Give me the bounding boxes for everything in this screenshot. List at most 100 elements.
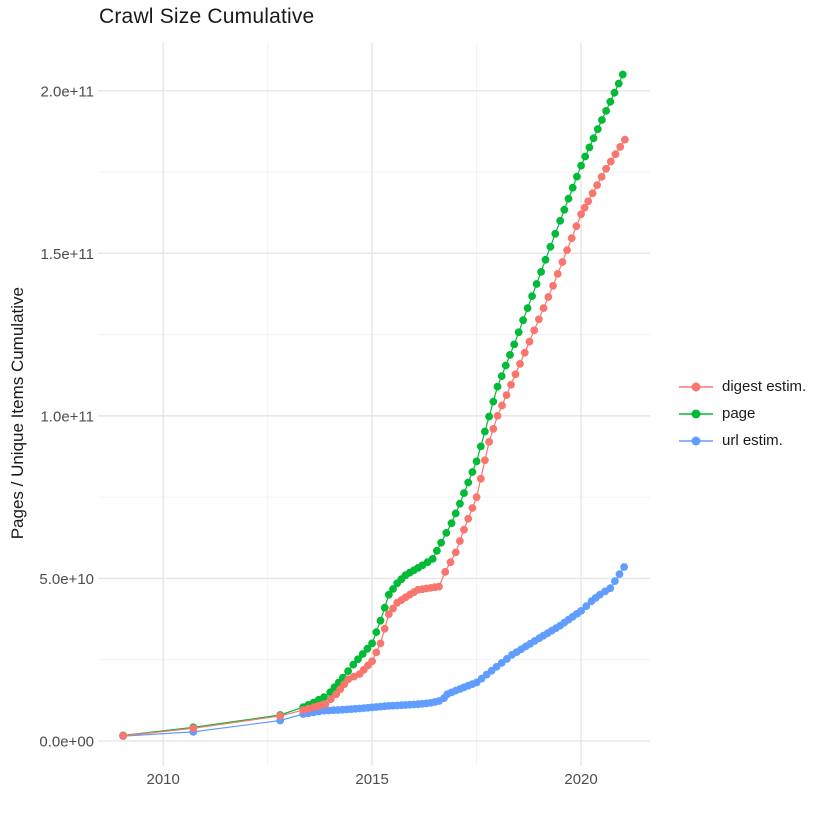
data-point-page xyxy=(358,650,367,658)
data-point-digest-estim xyxy=(326,695,335,704)
data-point-page xyxy=(541,255,550,264)
data-point-page xyxy=(537,268,545,276)
data-point-page xyxy=(485,412,493,421)
data-point-url-estim xyxy=(606,584,615,593)
legend-key-dot xyxy=(691,409,701,418)
data-point-page xyxy=(510,340,519,349)
series-digest-estim xyxy=(119,135,629,740)
data-point-digest-estim xyxy=(616,143,625,151)
data-point-digest-estim xyxy=(525,337,534,346)
data-point-page xyxy=(581,152,590,161)
data-point-page xyxy=(610,88,619,97)
data-point-page xyxy=(501,361,510,370)
data-point-digest-estim xyxy=(380,624,389,633)
data-point-page xyxy=(380,603,389,612)
data-point-page xyxy=(519,316,527,325)
data-point-page xyxy=(551,229,560,238)
y-tick-label: 5.0e+10 xyxy=(39,571,94,588)
legend-key-icon xyxy=(679,409,713,418)
x-tick-label: 2010 xyxy=(146,771,179,788)
data-point-page xyxy=(437,538,445,547)
data-point-page xyxy=(433,546,441,555)
data-point-digest-estim xyxy=(588,189,597,198)
legend-item-page: page xyxy=(678,405,806,422)
legend-item-digest-estim: digest estim. xyxy=(678,378,806,395)
data-point-digest-estim xyxy=(520,348,529,357)
data-point-digest-estim xyxy=(489,425,498,433)
data-point-page xyxy=(320,693,328,701)
data-point-digest-estim xyxy=(368,657,376,666)
data-point-digest-estim xyxy=(321,700,330,709)
data-point-digest-estim xyxy=(511,370,520,379)
data-point-url-estim xyxy=(611,577,619,585)
data-point-page xyxy=(460,489,468,497)
data-point-digest-estim xyxy=(535,315,543,324)
data-point-page xyxy=(564,194,573,203)
data-point-page xyxy=(618,70,627,79)
legend-key-icon xyxy=(679,436,713,445)
data-point-digest-estim xyxy=(544,293,553,301)
chart-title: Crawl Size Cumulative xyxy=(99,5,315,28)
data-point-page xyxy=(532,280,541,288)
data-point-page xyxy=(389,585,397,593)
data-point-page xyxy=(442,529,451,537)
data-point-page xyxy=(447,519,456,528)
data-point-url-estim xyxy=(620,563,628,571)
data-point-page xyxy=(464,478,473,487)
data-point-page xyxy=(577,161,585,170)
data-point-digest-estim xyxy=(468,504,477,512)
series-url-estim xyxy=(119,563,628,740)
data-point-digest-estim xyxy=(372,648,381,657)
data-point-page xyxy=(476,442,485,451)
data-point-url-estim xyxy=(582,602,591,610)
data-point-digest-estim xyxy=(481,456,489,465)
data-point-page xyxy=(593,125,602,133)
legend-label: url estim. xyxy=(722,432,783,449)
data-point-digest-estim xyxy=(549,281,557,290)
data-point-page xyxy=(368,639,376,648)
data-point-digest-estim xyxy=(584,197,593,206)
data-point-page xyxy=(451,509,460,518)
data-point-digest-estim xyxy=(597,173,606,181)
data-point-digest-estim xyxy=(567,234,576,243)
y-tick-label: 2.0e+11 xyxy=(40,83,94,100)
data-point-digest-estim xyxy=(553,270,562,278)
data-point-digest-estim xyxy=(563,246,571,255)
legend-key-icon xyxy=(679,382,713,391)
data-point-digest-estim xyxy=(376,639,385,648)
data-point-page xyxy=(428,555,437,563)
series-page xyxy=(119,70,627,740)
data-point-digest-estim xyxy=(502,391,511,399)
data-point-digest-estim xyxy=(593,181,601,190)
data-point-digest-estim xyxy=(498,401,506,410)
data-point-page xyxy=(560,205,569,214)
legend-key-dot xyxy=(691,436,701,445)
legend-label: page xyxy=(722,405,756,422)
data-point-page xyxy=(506,351,514,359)
data-point-page xyxy=(384,590,393,599)
data-point-digest-estim xyxy=(507,380,515,389)
data-point-digest-estim xyxy=(460,525,468,534)
data-point-page xyxy=(614,79,623,88)
data-point-page xyxy=(376,616,385,625)
data-point-digest-estim xyxy=(472,493,481,502)
data-point-url-estim xyxy=(577,607,585,615)
data-point-page xyxy=(344,667,352,675)
data-point-digest-estim xyxy=(276,712,285,720)
data-point-page xyxy=(585,143,594,152)
legend-key-dot xyxy=(691,382,701,391)
data-point-page xyxy=(472,457,481,466)
legend: digest estim. page url estim. xyxy=(678,378,806,449)
data-point-digest-estim xyxy=(577,210,585,219)
data-point-page xyxy=(523,304,532,312)
data-point-page xyxy=(556,216,565,225)
data-point-page xyxy=(589,134,598,143)
y-tick-label: 0.0e+00 xyxy=(39,733,94,750)
data-point-page xyxy=(528,292,536,300)
data-point-digest-estim xyxy=(621,135,629,144)
data-point-digest-estim xyxy=(558,258,567,266)
data-point-digest-estim xyxy=(611,150,620,159)
data-point-page xyxy=(456,499,464,508)
data-point-page xyxy=(363,644,372,653)
